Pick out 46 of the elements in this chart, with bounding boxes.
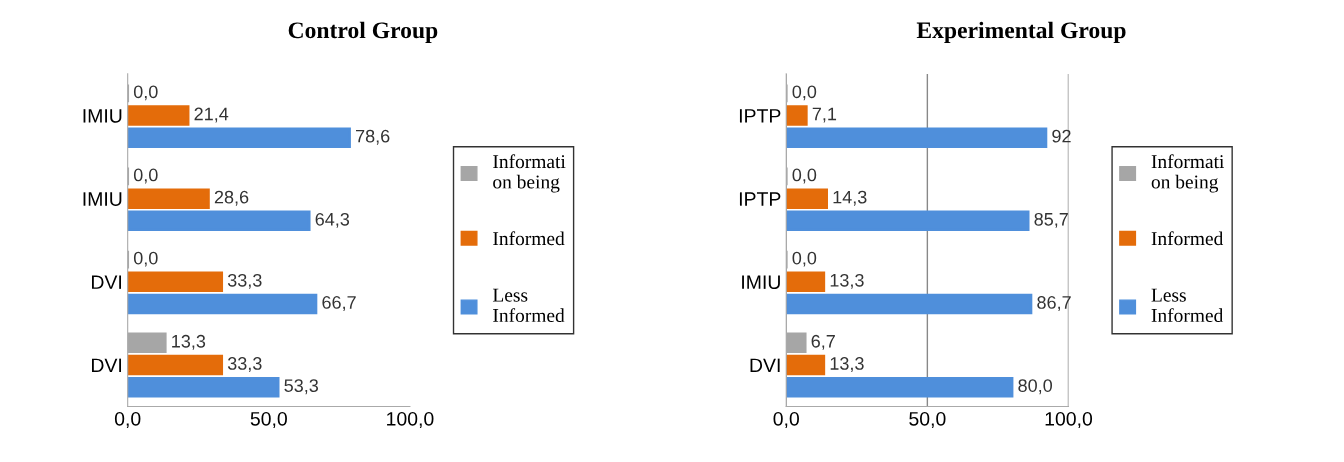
- x-tick-label: 100,0: [1045, 411, 1093, 428]
- data-label: 53,3: [284, 379, 319, 395]
- data-label: 0,0: [792, 85, 817, 101]
- data-label: 0,0: [133, 85, 158, 101]
- data-label: 92: [1052, 129, 1071, 143]
- y-tick-label: DVI: [750, 358, 780, 373]
- data-label: 0,0: [133, 168, 158, 184]
- y-tick-label: IPTP: [739, 192, 781, 206]
- x-tick-label: 50,0: [250, 411, 287, 428]
- data-label: 85,7: [1034, 212, 1068, 228]
- x-tick-label: 0,0: [773, 411, 799, 428]
- legend-label: Less Informed: [492, 288, 565, 323]
- data-label: 13,3: [172, 334, 206, 350]
- data-label: 78,6: [356, 129, 390, 145]
- data-label: 0,0: [792, 168, 817, 184]
- y-tick-label: IMIU: [742, 275, 780, 290]
- y-tick-label: IMIU: [83, 109, 122, 123]
- data-label: 7,1: [812, 107, 837, 123]
- x-tick-label: 50,0: [909, 411, 946, 428]
- legend-label: Informed: [493, 231, 565, 246]
- data-label: 33,3: [227, 273, 262, 289]
- data-label: 33,3: [227, 357, 262, 372]
- data-label: 13,3: [830, 273, 864, 289]
- legend-label: Informati on being: [1151, 154, 1225, 193]
- data-label: 14,3: [833, 190, 867, 206]
- data-label: 13,3: [830, 357, 864, 372]
- data-label: 21,4: [194, 107, 229, 123]
- data-label: 0,0: [133, 251, 158, 267]
- y-tick-label: IPTP: [739, 109, 781, 123]
- data-label: 66,7: [322, 296, 356, 311]
- x-tick-label: 0,0: [114, 411, 141, 428]
- legend-label: Less Informed: [1151, 288, 1224, 323]
- y-tick-label: IMIU: [83, 192, 122, 206]
- data-label: 80,0: [1018, 379, 1053, 395]
- y-tick-label: DVI: [92, 358, 122, 373]
- legend-label: Informati on being: [493, 154, 566, 193]
- chart-title: Experimental Group: [916, 21, 1126, 44]
- data-label: 28,6: [214, 190, 249, 206]
- data-label: 0,0: [792, 251, 817, 267]
- data-label: 6,7: [811, 334, 835, 350]
- legend-label: Informed: [1151, 231, 1224, 246]
- x-tick-label: 100,0: [387, 411, 434, 428]
- chart-title: Control Group: [288, 21, 438, 44]
- data-label: 86,7: [1037, 296, 1071, 311]
- data-label: 64,3: [315, 212, 350, 228]
- y-tick-label: DVI: [92, 275, 122, 289]
